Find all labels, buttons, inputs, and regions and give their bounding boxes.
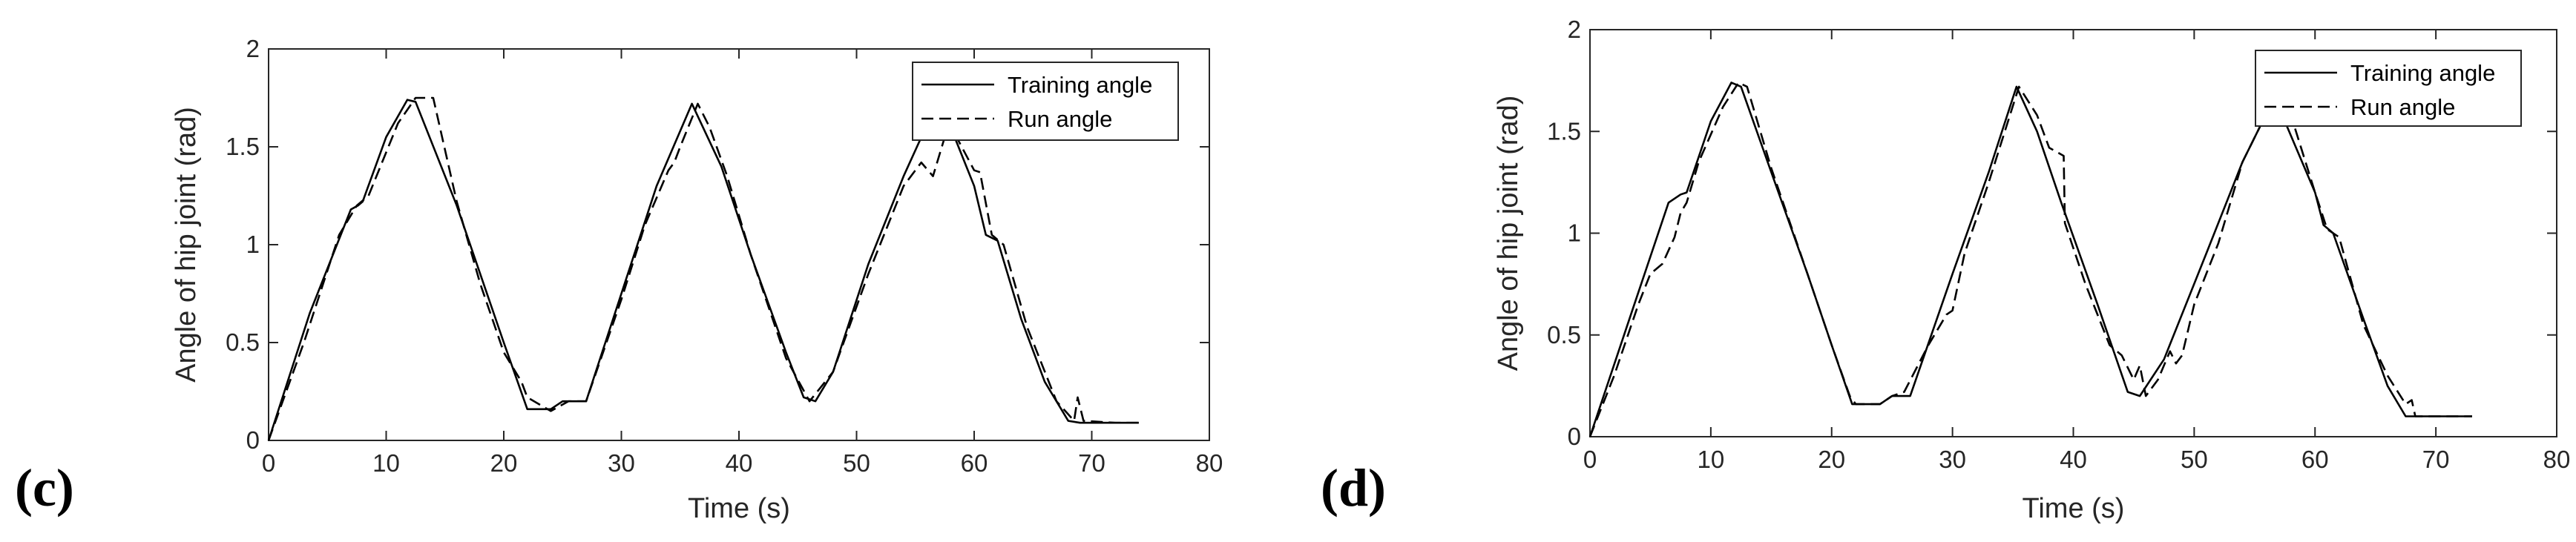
- x-tick-label: 20: [1818, 446, 1845, 473]
- x-tick-label: 0: [262, 449, 275, 477]
- x-axis-label: Time (s): [688, 493, 790, 524]
- legend-label: Training angle: [2350, 60, 2495, 86]
- legend-box: [912, 62, 1179, 141]
- x-tick-label: 50: [843, 449, 870, 477]
- x-tick-label: 0: [1583, 446, 1597, 473]
- series-line-run-angle: [267, 96, 1139, 441]
- x-axis-label: Time (s): [2023, 493, 2125, 524]
- x-tick-label: 10: [372, 449, 400, 477]
- y-tick-label: 1.5: [1547, 117, 1581, 145]
- y-tick-label: 0.5: [1547, 321, 1581, 348]
- y-axis-label: Angle of hip joint (rad): [171, 107, 202, 383]
- y-tick-label: 2: [1568, 16, 1581, 43]
- y-tick-label: 1: [1568, 219, 1581, 247]
- x-tick-label: 80: [1196, 449, 1223, 477]
- x-tick-label: 60: [961, 449, 988, 477]
- y-tick-label: 0.5: [226, 328, 260, 356]
- x-tick-label: 70: [1078, 449, 1105, 477]
- series-line-training-angle: [267, 99, 1139, 441]
- x-tick-label: 60: [2301, 446, 2329, 473]
- x-tick-label: 40: [726, 449, 753, 477]
- x-tick-label: 70: [2422, 446, 2450, 473]
- y-tick-label: 1: [246, 231, 260, 258]
- chart-c: 0 10 20 30 40 50 60 70 80 0 0.5 1 1.5 2 Time (s) Angle …: [15, 35, 1223, 524]
- legend-label: Run angle: [1008, 106, 1112, 132]
- y-tick-label: 1.5: [226, 133, 260, 160]
- y-tick-label: 0: [1568, 423, 1581, 450]
- legend-label: Training angle: [1008, 72, 1152, 98]
- x-tick-label: 30: [608, 449, 635, 477]
- series-line-training-angle: [1588, 82, 2472, 437]
- legend: Training angle Run angle: [2255, 50, 2522, 127]
- legend: Training angle Run angle: [912, 62, 1179, 141]
- legend-box: [2255, 50, 2522, 127]
- series-line-run-angle: [1588, 82, 2472, 437]
- y-tick-label: 0: [246, 426, 260, 454]
- x-tick-label: 30: [1939, 446, 1966, 473]
- x-tick-label: 40: [2060, 446, 2087, 473]
- panel-label: (d): [1321, 458, 1386, 518]
- x-tick-label: 20: [490, 449, 518, 477]
- x-tick-label: 10: [1698, 446, 1725, 473]
- y-axis-label: Angle of hip joint (rad): [1493, 96, 1524, 371]
- x-tick-label: 80: [2543, 446, 2571, 473]
- chart-d: 0 10 20 30 40 50 60 70 80 0 0.5 1 1.5 2 Time (s) Angle …: [1321, 16, 2570, 524]
- x-tick-label: 50: [2181, 446, 2208, 473]
- panel-label: (c): [15, 458, 74, 518]
- y-tick-label: 2: [246, 35, 260, 62]
- legend-label: Run angle: [2350, 94, 2455, 120]
